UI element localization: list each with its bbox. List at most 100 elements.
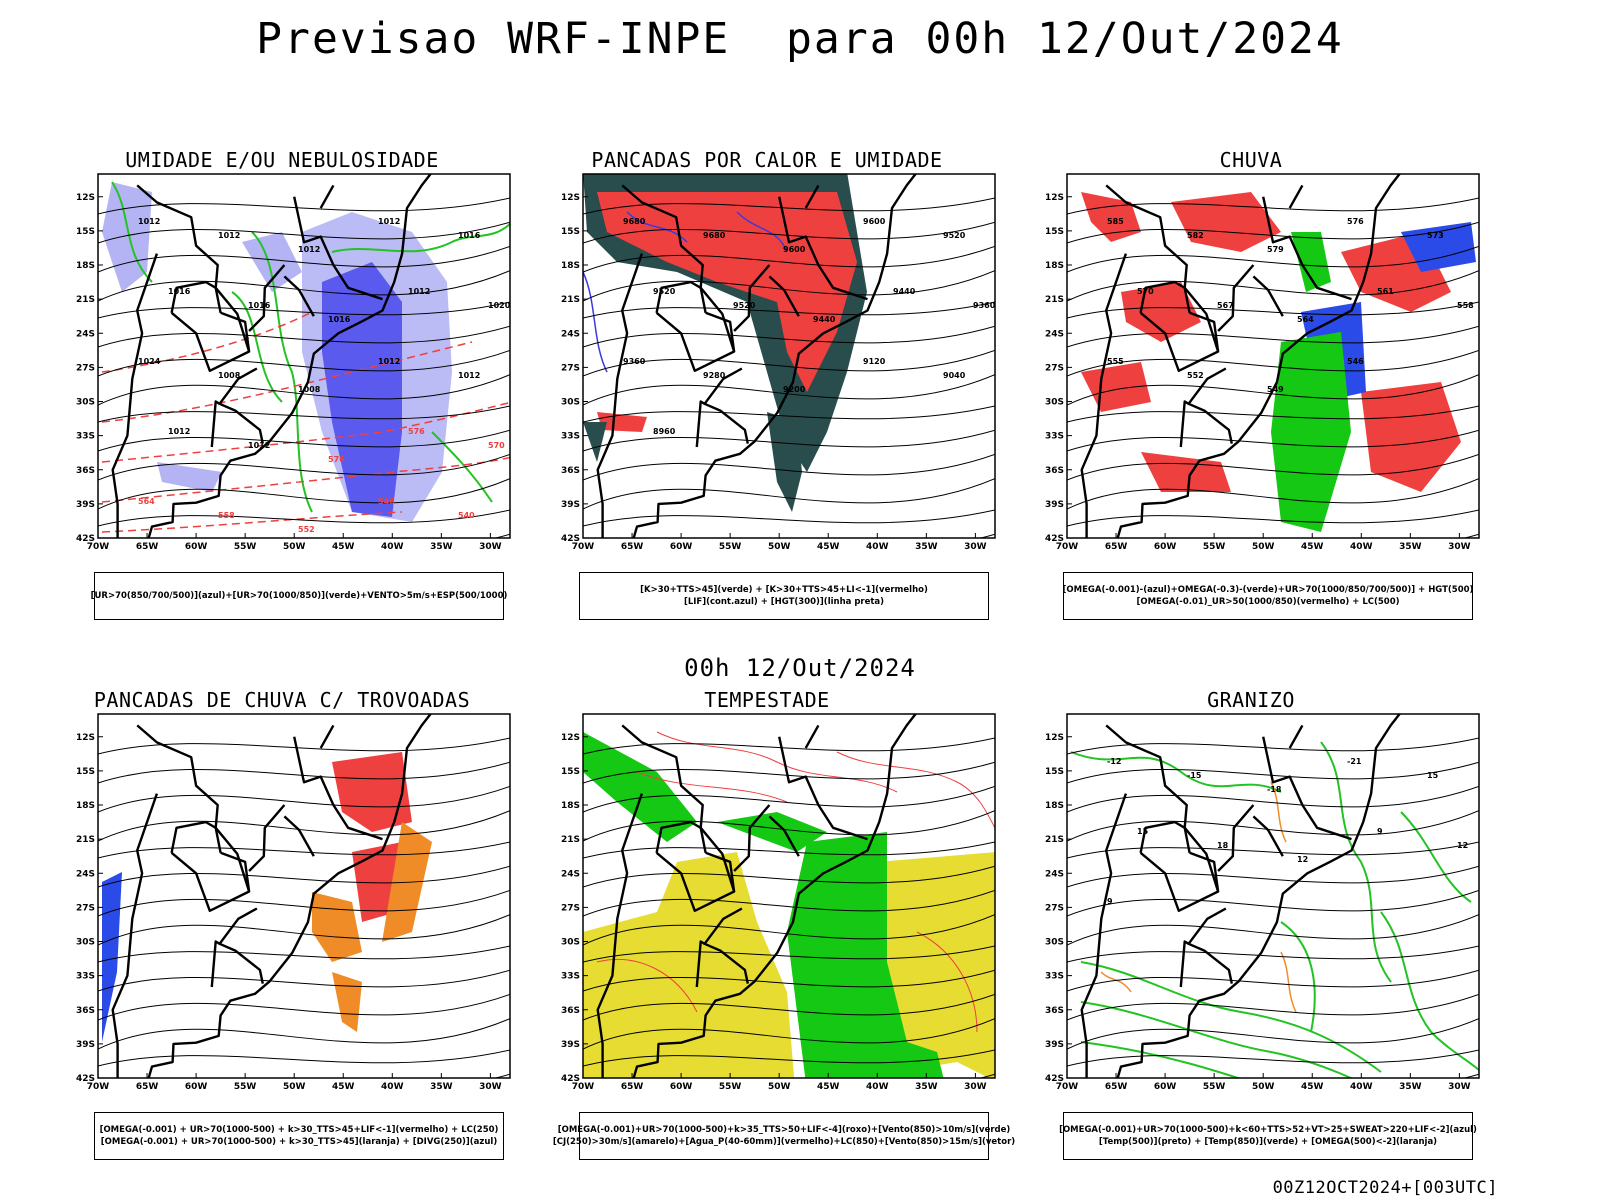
border-line [1288, 724, 1304, 749]
contour-line [583, 1018, 995, 1050]
contour-line [1067, 349, 1479, 377]
lat-tick-label: 33S [76, 432, 95, 442]
coast-line [632, 714, 918, 1078]
legend-line: [CJ(250)>30m/s](amarelo)+[Agua_P(40-60mm… [552, 1137, 1016, 1147]
contour-line [583, 841, 995, 859]
lat-tick-label: 36S [1045, 1006, 1064, 1016]
contour-label: 1012 [378, 357, 400, 366]
contour-line [583, 245, 995, 273]
lat-tick-label: 27S [1045, 363, 1064, 373]
contour-line [583, 405, 995, 423]
coastline [111, 714, 433, 1078]
contour-label: 1012 [408, 287, 430, 296]
map-frame [582, 173, 996, 539]
contour-line [98, 889, 510, 917]
lat-tick-label: 24S [561, 869, 580, 879]
contour-label: 9600 [863, 217, 886, 226]
map-chuva: 5855825795765735705675645615585555525495… [1045, 173, 1480, 552]
contour-line [98, 405, 510, 423]
contour-label: 549 [1267, 385, 1284, 394]
contour-line [1067, 737, 1479, 755]
lat-tick-label: 39S [76, 1040, 95, 1050]
coastline [1080, 174, 1402, 538]
black-contours [98, 197, 510, 538]
contour-label: 1012 [168, 427, 190, 436]
contour-label: 546 [378, 497, 395, 506]
contour-line [98, 914, 510, 946]
contour-line [1067, 1049, 1479, 1067]
lat-tick-label: 33S [561, 972, 580, 982]
lat-tick-label: 33S [561, 432, 580, 442]
black-contours [98, 737, 510, 1078]
border-line [248, 804, 286, 872]
lat-tick-label: 30S [561, 938, 580, 948]
border-line [778, 736, 868, 841]
contour-line [98, 245, 510, 273]
lat-tick-label: 27S [1045, 903, 1064, 913]
lat-tick-label: 24S [1045, 329, 1064, 339]
contour-line [583, 1049, 995, 1067]
contour-line [583, 325, 995, 348]
border-line [596, 253, 644, 538]
lat-tick-label: 27S [76, 363, 95, 373]
lon-tick-label: 70W [87, 1082, 110, 1092]
border-line [1262, 736, 1352, 841]
border-line [596, 793, 644, 1078]
contour-label: 1016 [168, 287, 191, 296]
contour-label: 585 [1107, 217, 1124, 226]
lon-tick-label: 65W [621, 542, 644, 552]
contour-label: 558 [1457, 301, 1474, 310]
lon-tick-label: 65W [1105, 542, 1128, 552]
contour-label: 1012 [218, 231, 240, 240]
lat-tick-label: 27S [561, 903, 580, 913]
contour-label: 12 [1297, 855, 1308, 864]
contour-label: 1016 [328, 315, 351, 324]
contour-line [583, 761, 995, 784]
contour-line [98, 301, 510, 319]
contour-label: 576 [1347, 217, 1364, 226]
lat-tick-label: 15S [76, 767, 95, 777]
mid-title: 00h 12/Out/2024 [684, 654, 916, 682]
contour-label: 558 [218, 511, 235, 520]
contour-line [1067, 785, 1479, 813]
map-granizo: -12 -15 -18 -21 15 15 18 12 9 12 9 12S 15S 18S 21S 24S 2… [1045, 713, 1480, 1092]
lat-tick-label: 12S [76, 733, 95, 743]
contour-line [1067, 405, 1479, 423]
legend-line: [LIF](cont.azul) + [HGT(300)](linha pret… [683, 597, 885, 607]
contour-label: 552 [298, 525, 315, 534]
border-line [1179, 400, 1190, 448]
contour-line [1067, 429, 1479, 452]
lat-tick-label: 18S [76, 801, 95, 811]
contour-line [98, 969, 510, 992]
contour-label: 1016 [248, 301, 271, 310]
contour-label: 576 [408, 427, 425, 436]
coastline [596, 174, 918, 538]
lon-tick-label: 30W [1448, 1082, 1471, 1092]
lon-tick-label: 65W [621, 1082, 644, 1092]
border-line [1139, 851, 1220, 912]
border-line [319, 724, 335, 749]
lat-tick-label: 24S [76, 329, 95, 339]
lat-tick-label: 21S [76, 295, 95, 305]
lon-tick-label: 35W [1399, 1082, 1422, 1092]
coastline [596, 714, 918, 1078]
forecast-timestamp: 00Z12OCT2024+[003UTC] [1272, 1178, 1498, 1198]
lat-tick-label: 15S [1045, 227, 1064, 237]
lon-tick-label: 45W [332, 542, 355, 552]
map-umidade: 1012 1012 1012 1012 1016 1016 1016 1016 1012 1020… [76, 173, 511, 552]
border-line [210, 940, 221, 988]
coastline [1080, 714, 1402, 1078]
lon-tick-label: 50W [1252, 1082, 1275, 1092]
lon-tick-label: 55W [719, 1082, 742, 1092]
contour-label: 582 [1187, 231, 1204, 240]
contour-line [1067, 889, 1479, 917]
contour-line [98, 374, 510, 406]
border-line [768, 815, 800, 857]
lon-tick-label: 35W [430, 1082, 453, 1092]
lat-tick-label: 18S [561, 261, 580, 271]
contour-line [1067, 865, 1479, 888]
lon-tick-label: 55W [234, 1082, 257, 1092]
contour-line [98, 478, 510, 510]
contour-line [583, 865, 995, 888]
